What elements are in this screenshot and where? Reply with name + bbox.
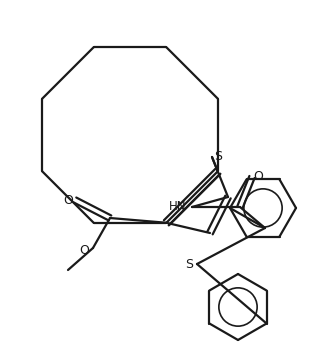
Text: O: O (63, 193, 73, 207)
Text: HN: HN (169, 200, 187, 213)
Text: O: O (79, 244, 89, 257)
Text: S: S (185, 257, 193, 270)
Text: S: S (214, 151, 222, 163)
Text: O: O (253, 171, 263, 184)
